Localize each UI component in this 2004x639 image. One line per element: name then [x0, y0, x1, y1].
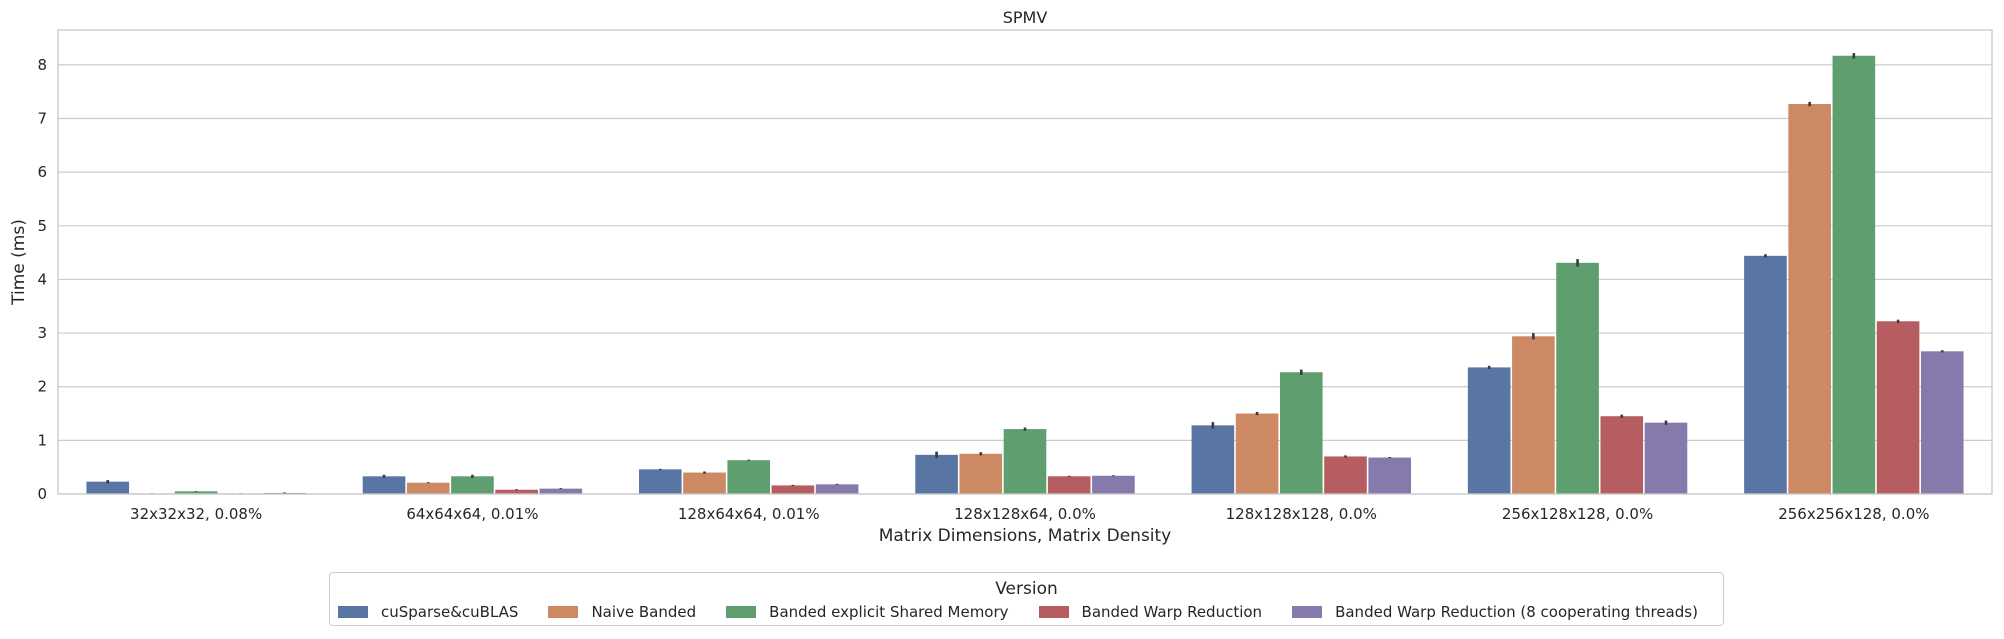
legend-items: cuSparse&cuBLAS Naive Banded Banded explic… [338, 603, 1728, 621]
x-axis-label: Matrix Dimensions, Matrix Density [879, 526, 1172, 546]
bar [1191, 425, 1235, 494]
bar [1467, 367, 1511, 494]
x-tick-label: 64x64x64, 0.01% [406, 505, 538, 523]
x-tick-label: 32x32x32, 0.08% [130, 505, 262, 523]
bar [451, 476, 494, 494]
bar [683, 472, 726, 494]
bar [362, 476, 406, 494]
y-tick-label: 4 [37, 270, 47, 288]
legend-swatch [548, 606, 579, 618]
bar [539, 488, 583, 494]
bar [406, 482, 450, 494]
bar [1003, 429, 1047, 494]
x-tick-label: 128x64x64, 0.01% [678, 505, 820, 523]
legend-label: Banded explicit Shared Memory [769, 603, 1009, 621]
bar [815, 484, 859, 494]
legend-label: Banded Warp Reduction (8 cooperating thr… [1335, 603, 1698, 621]
y-tick-label: 7 [37, 110, 47, 128]
bar [1832, 55, 1876, 494]
y-tick-label: 1 [37, 431, 47, 449]
bar [1512, 336, 1555, 494]
y-tick-label: 8 [37, 56, 47, 74]
bar [1279, 372, 1323, 494]
legend-item: Banded Warp Reduction (8 cooperating thr… [1292, 603, 1698, 621]
legend-swatch [726, 606, 757, 618]
x-tick-label: 128x128x128, 0.0% [1226, 505, 1377, 523]
bar [1644, 422, 1688, 494]
y-tick-label: 3 [37, 324, 47, 342]
legend-label: Banded Warp Reduction [1081, 603, 1263, 621]
legend-label: Naive Banded [591, 603, 697, 621]
bar [1092, 475, 1135, 494]
y-tick-label: 2 [37, 378, 47, 396]
bar [495, 489, 538, 494]
y-tick-label: 0 [37, 485, 47, 503]
bar [1556, 262, 1599, 494]
bar [639, 469, 682, 494]
bar [1876, 321, 1920, 494]
legend-item: Naive Banded [548, 603, 696, 621]
bar [915, 454, 958, 494]
x-tick-label: 256x256x128, 0.0% [1778, 505, 1929, 523]
legend-label: cuSparse&cuBLAS [381, 603, 519, 621]
bar [1920, 351, 1964, 494]
bar [1600, 416, 1644, 494]
y-tick-label: 5 [37, 217, 47, 235]
bar [727, 460, 771, 494]
y-tick-label: 6 [37, 163, 47, 181]
bar [1368, 457, 1411, 494]
bar [1788, 104, 1831, 494]
legend-item: cuSparse&cuBLAS [338, 603, 518, 621]
legend-swatch [338, 606, 368, 618]
legend: Version cuSparse&cuBLAS Naive Banded Bande… [329, 572, 1724, 626]
legend-swatch [1292, 606, 1323, 618]
bar [1324, 456, 1367, 494]
legend-item: Banded explicit Shared Memory [726, 603, 1009, 621]
bar [86, 481, 130, 494]
plot-frame [57, 29, 1993, 495]
bar [1047, 476, 1091, 494]
legend-swatch [1038, 606, 1069, 618]
bar [1744, 255, 1787, 494]
bar [771, 485, 815, 494]
x-tick-label: 128x128x64, 0.0% [954, 505, 1096, 523]
bar [1235, 413, 1279, 494]
legend-item: Banded Warp Reduction [1038, 603, 1263, 621]
legend-title: Version [995, 579, 1058, 599]
x-tick-label: 256x128x128, 0.0% [1502, 505, 1653, 523]
plot-background [58, 30, 1992, 494]
chart-title: SPMV [1003, 8, 1048, 27]
bar [959, 453, 1003, 494]
y-axis-label: Time (ms) [9, 219, 29, 306]
bar [174, 491, 218, 494]
